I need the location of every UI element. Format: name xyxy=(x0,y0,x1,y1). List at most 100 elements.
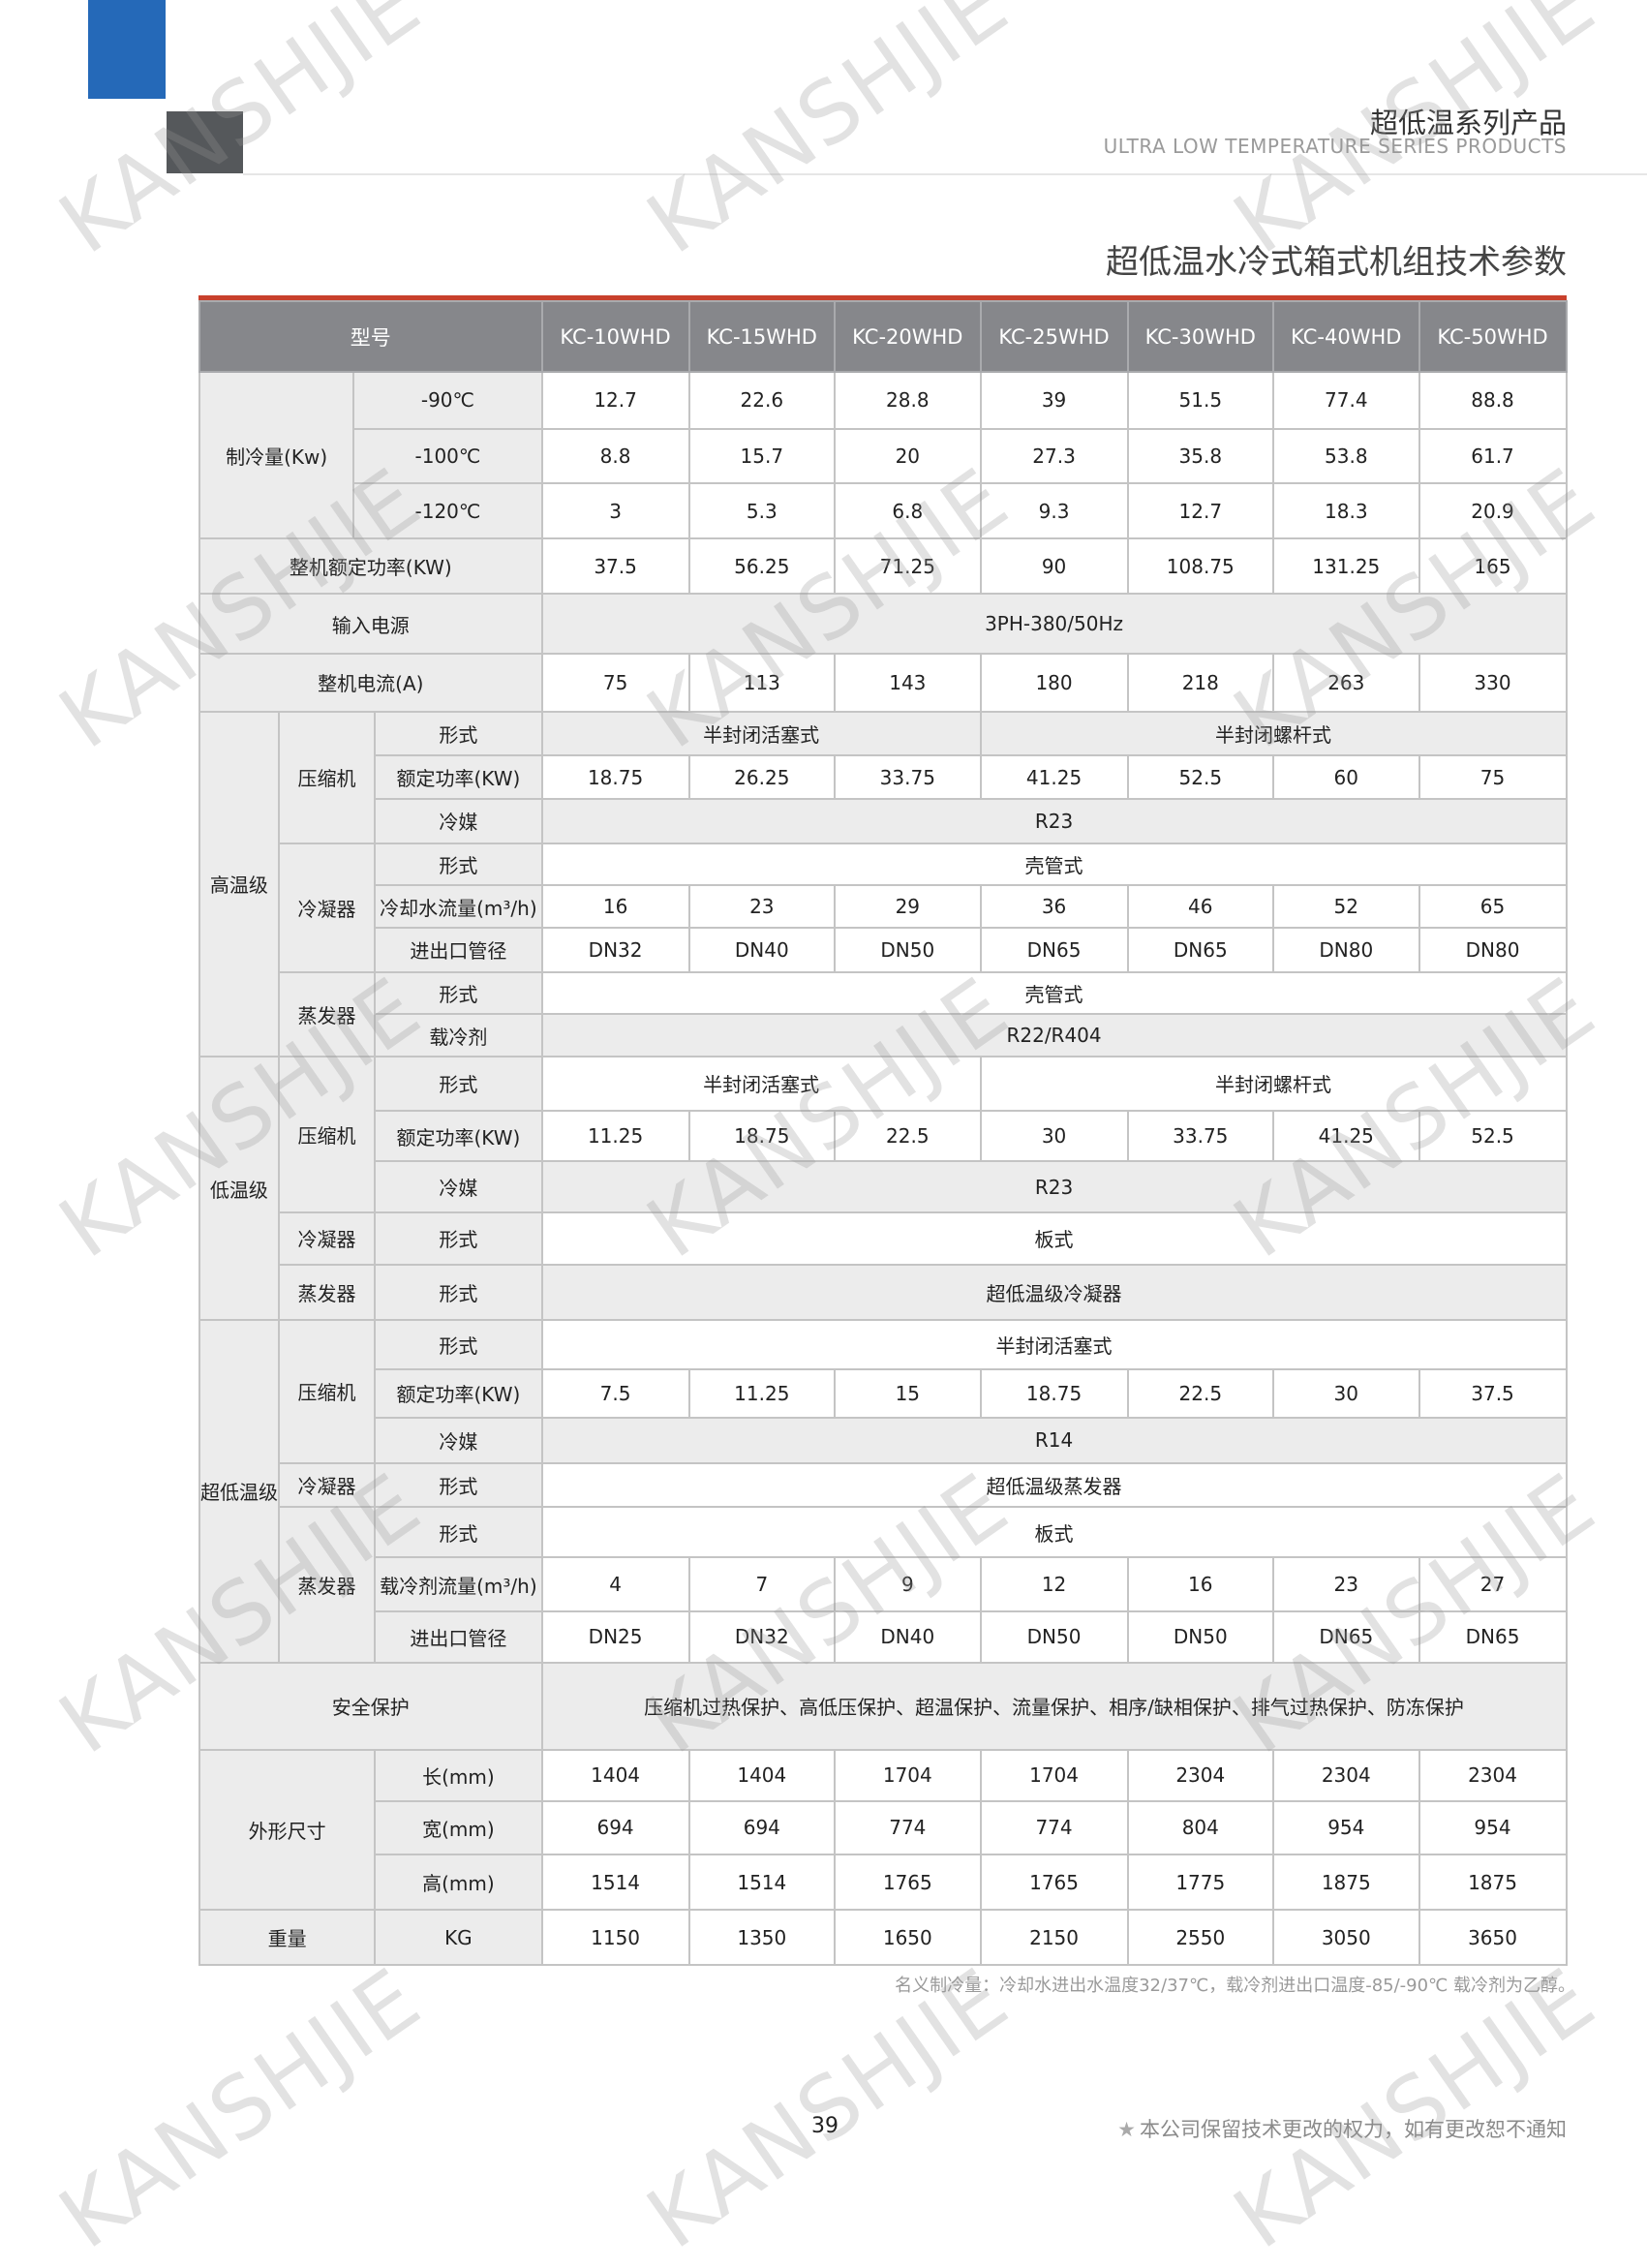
value-cell: 60 xyxy=(1272,754,1420,801)
table-row: 冷媒 R23 xyxy=(199,798,1568,844)
value-cell: 2550 xyxy=(1126,1909,1275,1967)
value-cell: DN65 xyxy=(1418,1609,1568,1664)
component-label: 冷凝器 xyxy=(277,1211,377,1266)
row-label: -100℃ xyxy=(352,427,543,485)
value-cell: 52 xyxy=(1272,884,1420,930)
value-cell: 330 xyxy=(1418,652,1568,713)
value-cell: 90 xyxy=(979,537,1129,596)
value-cell: DN50 xyxy=(834,927,982,973)
value-cell: 1514 xyxy=(540,1854,690,1912)
value-cell: 108.75 xyxy=(1126,537,1275,596)
row-label: -90℃ xyxy=(352,371,543,430)
value-cell: DN50 xyxy=(1126,1609,1275,1664)
watermark: KANSHJIE xyxy=(42,1948,440,2268)
value-cell: DN65 xyxy=(1272,1609,1420,1664)
disclaimer-text: 本公司保留技术更改的权力，如有更改恕不通知 xyxy=(1140,2118,1567,2141)
value-cell: 77.4 xyxy=(1272,371,1420,430)
table-row: 高(mm) 1514 1514 1765 1765 1775 1875 1875 xyxy=(199,1854,1568,1912)
value-cell: 超低温级蒸发器 xyxy=(540,1461,1568,1508)
component-label: 压缩机 xyxy=(277,710,377,844)
value-cell: 37.5 xyxy=(1418,1368,1568,1419)
value-cell: 37.5 xyxy=(540,537,690,596)
value-cell: DN65 xyxy=(979,927,1129,973)
footnote: 名义制冷量：冷却水进出水温度32/37℃，载冷剂进出口温度-85/-90℃ 载冷… xyxy=(895,1976,1575,1996)
row-label: 形式 xyxy=(374,1505,543,1559)
value-cell: 180 xyxy=(979,652,1129,713)
model-header: KC-25WHD xyxy=(979,299,1129,374)
value-cell: 41.25 xyxy=(979,754,1129,801)
value-cell: 15.7 xyxy=(687,427,837,485)
component-label: 冷凝器 xyxy=(277,1461,377,1508)
value-cell: 41.25 xyxy=(1272,1109,1420,1163)
value-cell: 36 xyxy=(979,884,1129,930)
value-cell: 33.75 xyxy=(834,754,982,801)
row-label: 整机额定功率(KW) xyxy=(198,537,543,596)
value-cell: 22.6 xyxy=(687,371,837,430)
table-row: 冷凝器 形式 板式 xyxy=(199,1211,1568,1266)
value-cell: 1404 xyxy=(687,1749,837,1802)
value-cell: 1765 xyxy=(979,1854,1129,1912)
value-cell: 2150 xyxy=(979,1909,1129,1967)
value-cell: 2304 xyxy=(1418,1749,1568,1802)
value-cell: 板式 xyxy=(540,1505,1568,1559)
value-cell: 18.3 xyxy=(1272,482,1420,540)
row-label: 安全保护 xyxy=(198,1661,543,1752)
value-cell: 11.25 xyxy=(540,1109,690,1163)
page-number: 39 xyxy=(811,2114,839,2138)
value-cell: DN32 xyxy=(687,1609,837,1664)
disclaimer: ★ 本公司保留技术更改的权力，如有更改恕不通知 xyxy=(1117,2114,1567,2143)
row-label: KG xyxy=(374,1909,543,1967)
value-cell: 板式 xyxy=(540,1211,1568,1266)
value-cell: 12.7 xyxy=(540,371,690,430)
row-label: 额定功率(KW) xyxy=(374,754,543,801)
value-cell: DN50 xyxy=(979,1609,1129,1664)
value-cell: 218 xyxy=(1126,652,1275,713)
row-label: 冷媒 xyxy=(374,798,543,844)
row-label: 形式 xyxy=(374,842,543,887)
component-label: 冷凝器 xyxy=(277,842,377,973)
value-cell: 2304 xyxy=(1126,1749,1275,1802)
component-label: 压缩机 xyxy=(277,1318,377,1464)
table-row: -120℃ 3 5.3 6.8 9.3 12.7 18.3 20.9 xyxy=(199,482,1568,540)
value-cell: 16 xyxy=(540,884,690,930)
table-row: 冷凝器 形式 超低温级蒸发器 xyxy=(199,1461,1568,1508)
row-label: -120℃ xyxy=(352,482,543,540)
row-label: 形式 xyxy=(374,710,543,757)
table-row: 整机额定功率(KW) 37.5 56.25 71.25 90 108.75 131.25 16… xyxy=(198,537,1568,596)
value-cell: 30 xyxy=(1272,1368,1420,1419)
value-cell: 半封闭活塞式 xyxy=(540,1056,982,1112)
table-row: 安全保护 压缩机过热保护、高低压保护、超温保护、流量保护、相序/缺相保护、排气过热… xyxy=(198,1661,1568,1752)
value-cell: 33.75 xyxy=(1126,1109,1275,1163)
table-row: 超低温级 压缩机 形式 半封闭活塞式 xyxy=(198,1318,1568,1664)
value-cell: 3050 xyxy=(1272,1909,1420,1967)
row-label: 形式 xyxy=(374,1461,543,1508)
model-header: KC-40WHD xyxy=(1272,299,1420,374)
value-cell: 1350 xyxy=(687,1909,837,1967)
group-label: 制冷量(Kw) xyxy=(198,371,355,540)
row-label: 输入电源 xyxy=(198,593,543,655)
component-label: 蒸发器 xyxy=(277,970,377,1058)
brand-block-dark xyxy=(167,111,243,173)
table-row: 外形尺寸 长(mm) 1404 1404 1704 1704 2304 2304 2304 xyxy=(198,1749,1568,1912)
value-cell: 1704 xyxy=(834,1749,982,1802)
value-cell: 半封闭螺杆式 xyxy=(979,710,1568,757)
row-label: 载冷剂 xyxy=(374,1013,543,1058)
value-cell: 143 xyxy=(834,652,982,713)
row-label: 形式 xyxy=(374,1318,543,1371)
group-label: 超低温级 xyxy=(198,1318,280,1664)
table-row: 宽(mm) 694 694 774 774 804 954 954 xyxy=(199,1799,1568,1856)
value-cell: 18.75 xyxy=(540,754,690,801)
value-cell: 1775 xyxy=(1126,1854,1275,1912)
table-row: 低温级 压缩机 形式 半封闭活塞式 半封闭螺杆式 xyxy=(198,1056,1568,1321)
value-cell: 5.3 xyxy=(687,482,837,540)
table-row: 制冷量(Kw) -90℃ 12.7 22.6 28.8 39 51.5 77.4 88.8 xyxy=(198,371,1568,540)
value-cell: DN40 xyxy=(687,927,837,973)
table-row: 进出口管径 DN25 DN32 DN40 DN50 DN50 DN65 DN65 xyxy=(199,1609,1568,1664)
value-cell: 7.5 xyxy=(540,1368,690,1419)
value-cell: 壳管式 xyxy=(540,970,1568,1016)
brand-block-blue xyxy=(88,0,166,99)
value-cell: 15 xyxy=(834,1368,982,1419)
value-cell: 12.7 xyxy=(1126,482,1275,540)
value-cell: DN40 xyxy=(834,1609,982,1664)
value-cell: DN80 xyxy=(1272,927,1420,973)
